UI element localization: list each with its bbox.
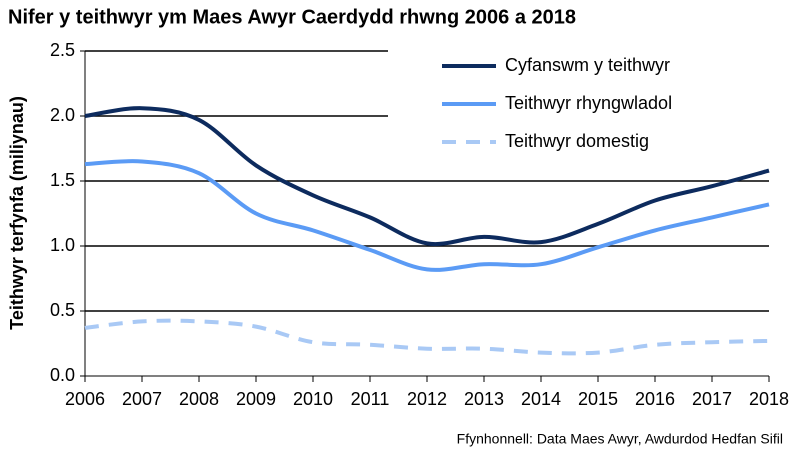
x-tick-label: 2006	[65, 389, 105, 409]
x-tick-label: 2013	[464, 389, 504, 409]
y-tick-label: 2.5	[50, 40, 75, 60]
x-tick-label: 2009	[236, 389, 276, 409]
chart-title: Nifer y teithwyr ym Maes Awyr Caerdydd r…	[8, 6, 576, 28]
x-tick-label: 2010	[293, 389, 333, 409]
series-line	[84, 159, 770, 272]
series-line	[84, 106, 770, 247]
x-tick-label: 2014	[521, 389, 561, 409]
y-tick-label: 0.5	[50, 300, 75, 320]
y-tick-label: 0.0	[50, 365, 75, 385]
x-tick-label: 2012	[407, 389, 447, 409]
x-tick-label: 2015	[578, 389, 618, 409]
legend-label: Teithwyr rhyngwladol	[505, 93, 672, 113]
legend-label: Cyfanswm y teithwyr	[505, 55, 670, 75]
x-tick-label: 2008	[179, 389, 219, 409]
x-tick-label: 2018	[749, 389, 789, 409]
series-line	[84, 318, 770, 356]
x-tick-label: 2011	[351, 389, 390, 409]
x-tick-label: 2007	[122, 389, 162, 409]
source-note: Ffynhonnell: Data Maes Awyr, Awdurdod He…	[457, 431, 783, 447]
x-tick-label: 2017	[692, 389, 732, 409]
y-tick-label: 2.0	[50, 105, 75, 125]
y-axis-label: Teithwyr terfynfa (miliynau)	[7, 96, 27, 330]
y-tick-label: 1.0	[50, 235, 75, 255]
y-tick-label: 1.5	[50, 170, 75, 190]
legend-label: Teithwyr domestig	[505, 131, 649, 151]
x-tick-label: 2016	[635, 389, 675, 409]
